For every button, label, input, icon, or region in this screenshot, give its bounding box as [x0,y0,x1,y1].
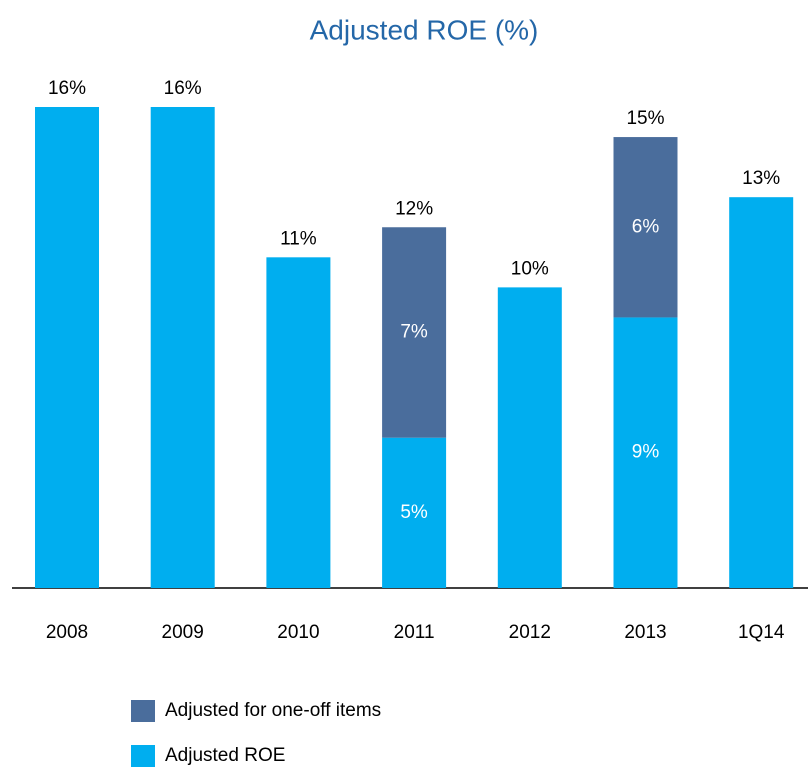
bar-segment [150,107,215,588]
bar-segment [382,227,447,438]
bar-segment [382,437,447,588]
x-tick-label: 1Q14 [738,622,785,643]
data-label: 16% [164,78,202,99]
bar-segment [613,137,678,318]
data-label: 16% [48,78,86,99]
legend-label: Adjusted ROE [165,745,285,766]
total-label: 15% [626,108,664,129]
data-label: 10% [511,258,549,279]
bar-segment [729,197,794,588]
total-label: 12% [395,198,433,219]
data-label: 13% [742,168,780,189]
legend-swatch [131,745,155,767]
legend-label: Adjusted for one-off items [165,700,381,721]
bar-segment [266,257,331,588]
x-tick-label: 2013 [624,622,666,643]
x-tick-label: 2010 [277,622,319,643]
bar-segment [613,317,678,588]
data-label: 5% [400,502,428,523]
data-label: 7% [400,321,428,342]
bar-segment [35,107,99,588]
x-tick-label: 2012 [509,622,551,643]
x-tick-label: 2011 [394,622,435,643]
x-tick-label: 2009 [162,622,204,643]
bar-segment [497,287,562,588]
data-label: 6% [632,216,660,237]
data-label: 11% [280,228,317,249]
x-tick-label: 2008 [46,622,88,643]
legend-swatch [131,700,155,722]
chart-title: Adjusted ROE (%) [310,14,539,45]
data-label: 9% [632,442,660,463]
